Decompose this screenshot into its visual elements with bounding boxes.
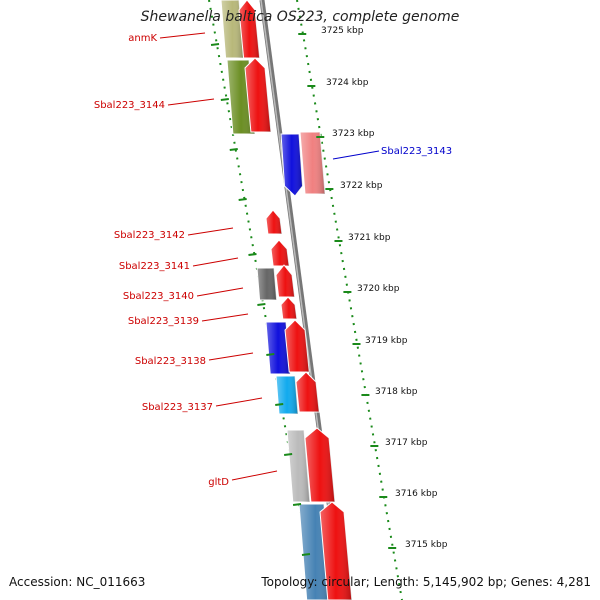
tick-label: 3724 kbp [326, 78, 369, 88]
gene-feature-shade [221, 0, 244, 58]
gene-label[interactable]: Sbal223_3137 [142, 402, 213, 413]
tick-mark [257, 303, 266, 306]
tick-mark [292, 503, 302, 506]
tick-label: 3720 kbp [357, 284, 400, 294]
tick-mark [301, 553, 311, 556]
summary-text: Topology: circular; Length: 5,145,902 bp… [261, 575, 591, 589]
gene-feature-shade [300, 132, 325, 194]
gene-feature-shade [257, 268, 277, 300]
gene-label[interactable]: Sbal223_3140 [123, 291, 194, 302]
gene-label-leader [159, 32, 206, 39]
tick-label: 3719 kbp [365, 336, 408, 346]
gene-label-leader [215, 397, 263, 407]
ticks-layer: 3725 kbp 3724 kbp 3723 kbp 3722 kbp 3721 kbp… [210, 26, 448, 556]
gene-label-leader [231, 470, 278, 481]
gene-feature-shade [320, 502, 352, 600]
tick-mark [220, 98, 229, 101]
tick-label: 3723 kbp [332, 129, 375, 139]
gene-feature-shade [305, 428, 335, 502]
gene-label[interactable]: gltD [208, 477, 229, 488]
gene-feature-shade [245, 58, 271, 132]
tick-label: 3718 kbp [375, 387, 418, 397]
outer-tick-ring [296, 0, 403, 600]
gene-label[interactable]: Sbal223_3142 [114, 230, 185, 241]
tick-mark [275, 403, 284, 406]
map-title: Shewanella baltica OS223, complete genom… [140, 9, 460, 25]
gene-label[interactable]: Sbal223_3141 [119, 261, 190, 272]
tick-mark [266, 353, 275, 356]
gene-feature-shade [296, 372, 320, 412]
gene-feature-shade [285, 320, 310, 372]
tick-mark [248, 253, 257, 256]
tick-mark [229, 148, 238, 151]
labels-layer: anmK Sbal223_3144 Sbal223_3143 Sbal223_3142… [94, 32, 452, 488]
gene-label[interactable]: Sbal223_3143 [381, 146, 452, 157]
features-layer [220, 0, 353, 600]
tick-mark [284, 453, 293, 456]
gene-label-leader [167, 98, 215, 106]
gene-feature-shade [239, 0, 260, 58]
tick-label: 3725 kbp [321, 26, 364, 36]
gene-label[interactable]: anmK [128, 33, 157, 44]
gene-label-leader [187, 227, 234, 236]
gene-feature-shade [266, 322, 291, 374]
gene-feature-shade [287, 430, 310, 502]
gene-feature-shade [281, 134, 303, 196]
gene-feature-shade [271, 240, 290, 266]
tick-mark [210, 43, 220, 46]
tick-label: 3715 kbp [405, 540, 448, 550]
gene-feature-shade [276, 265, 295, 297]
gene-feature-shade [281, 297, 297, 319]
tick-label: 3722 kbp [340, 181, 383, 191]
gene-label-leader [332, 150, 380, 160]
gene-feature-shade [266, 210, 282, 234]
accession-text: Accession: NC_011663 [9, 575, 146, 589]
gene-label-leader [208, 352, 254, 361]
gene-label[interactable]: Sbal223_3144 [94, 100, 165, 111]
gene-feature-shade [276, 376, 298, 414]
gene-label-leader [196, 287, 244, 297]
gene-label-leader [201, 313, 249, 322]
tick-label: 3721 kbp [348, 233, 391, 243]
gene-label[interactable]: Sbal223_3139 [128, 316, 199, 327]
gene-label[interactable]: Sbal223_3138 [135, 356, 206, 367]
tick-label: 3717 kbp [385, 438, 428, 448]
tick-mark [238, 198, 247, 201]
tick-label: 3716 kbp [395, 489, 438, 499]
gene-label-leader [192, 257, 239, 267]
